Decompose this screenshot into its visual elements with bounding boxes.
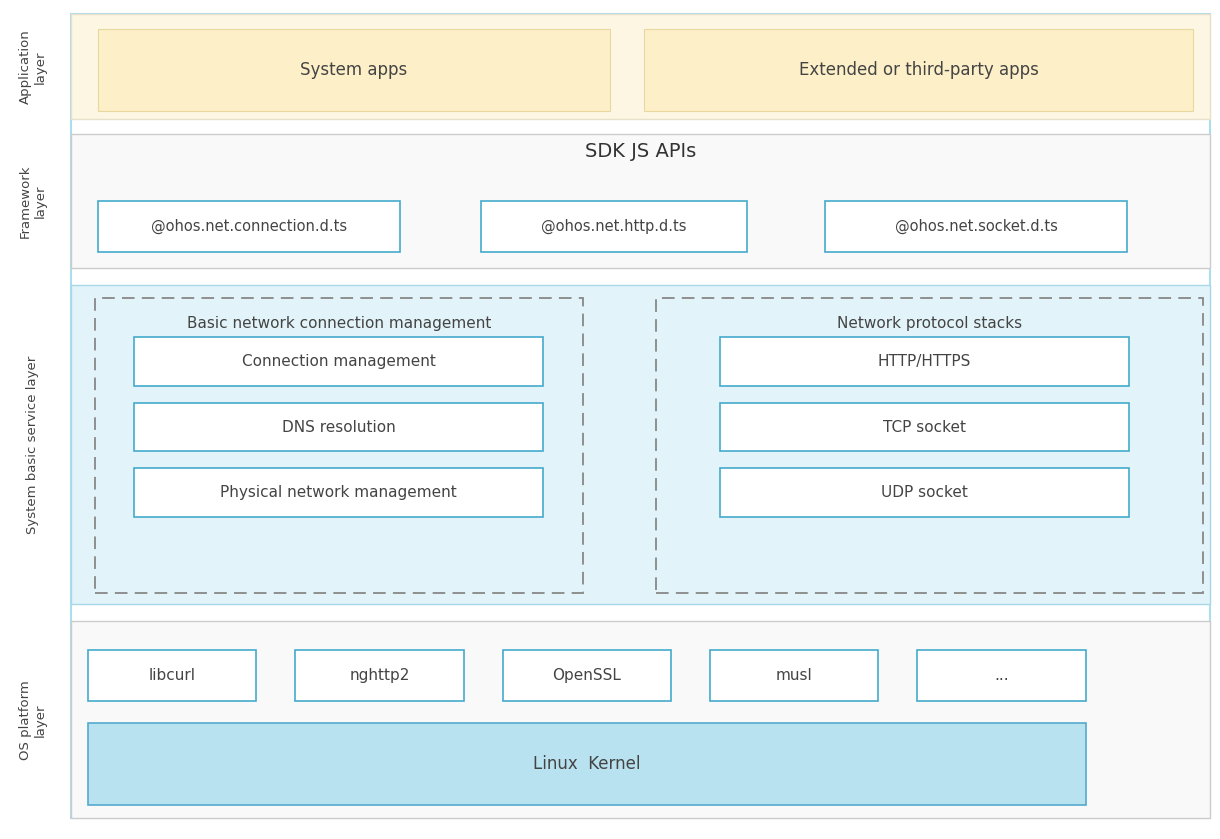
FancyBboxPatch shape: [134, 337, 543, 386]
FancyBboxPatch shape: [88, 723, 1086, 805]
FancyBboxPatch shape: [88, 650, 256, 701]
Text: @ohos.net.http.d.ts: @ohos.net.http.d.ts: [540, 219, 687, 234]
FancyBboxPatch shape: [710, 650, 878, 701]
FancyBboxPatch shape: [71, 14, 1210, 818]
FancyBboxPatch shape: [71, 14, 1210, 119]
FancyBboxPatch shape: [98, 29, 610, 111]
FancyBboxPatch shape: [656, 298, 1203, 593]
Text: @ohos.net.connection.d.ts: @ohos.net.connection.d.ts: [151, 219, 346, 234]
Text: HTTP/HTTPS: HTTP/HTTPS: [877, 354, 971, 369]
FancyBboxPatch shape: [720, 403, 1128, 451]
Text: Framework
layer: Framework layer: [20, 164, 46, 238]
FancyBboxPatch shape: [71, 621, 1210, 818]
FancyBboxPatch shape: [481, 201, 747, 252]
Text: musl: musl: [776, 668, 813, 683]
Text: libcurl: libcurl: [149, 668, 195, 683]
Text: @ohos.net.socket.d.ts: @ohos.net.socket.d.ts: [894, 219, 1058, 234]
FancyBboxPatch shape: [71, 134, 1210, 268]
Text: DNS resolution: DNS resolution: [282, 420, 395, 435]
FancyBboxPatch shape: [98, 201, 400, 252]
Text: Extended or third-party apps: Extended or third-party apps: [799, 60, 1038, 79]
FancyBboxPatch shape: [720, 468, 1128, 517]
FancyBboxPatch shape: [917, 650, 1086, 701]
FancyBboxPatch shape: [95, 298, 583, 593]
Text: nghttp2: nghttp2: [349, 668, 410, 683]
FancyBboxPatch shape: [134, 468, 543, 517]
Text: OpenSSL: OpenSSL: [553, 668, 621, 683]
Text: SDK JS APIs: SDK JS APIs: [584, 142, 697, 160]
Text: Application
layer: Application layer: [20, 29, 46, 105]
FancyBboxPatch shape: [644, 29, 1193, 111]
FancyBboxPatch shape: [71, 285, 1210, 604]
Text: TCP socket: TCP socket: [882, 420, 966, 435]
Text: Physical network management: Physical network management: [220, 485, 458, 500]
Text: Network protocol stacks: Network protocol stacks: [837, 316, 1022, 331]
Text: Connection management: Connection management: [242, 354, 436, 369]
Text: Linux  Kernel: Linux Kernel: [533, 755, 640, 774]
Text: System apps: System apps: [300, 60, 407, 79]
FancyBboxPatch shape: [134, 403, 543, 451]
Text: ...: ...: [994, 668, 1009, 683]
Text: UDP socket: UDP socket: [881, 485, 967, 500]
Text: System basic service layer: System basic service layer: [27, 356, 39, 534]
Text: OS platform
layer: OS platform layer: [20, 680, 46, 760]
FancyBboxPatch shape: [825, 201, 1127, 252]
FancyBboxPatch shape: [720, 337, 1128, 386]
FancyBboxPatch shape: [503, 650, 671, 701]
Text: Basic network connection management: Basic network connection management: [187, 316, 492, 331]
FancyBboxPatch shape: [295, 650, 464, 701]
